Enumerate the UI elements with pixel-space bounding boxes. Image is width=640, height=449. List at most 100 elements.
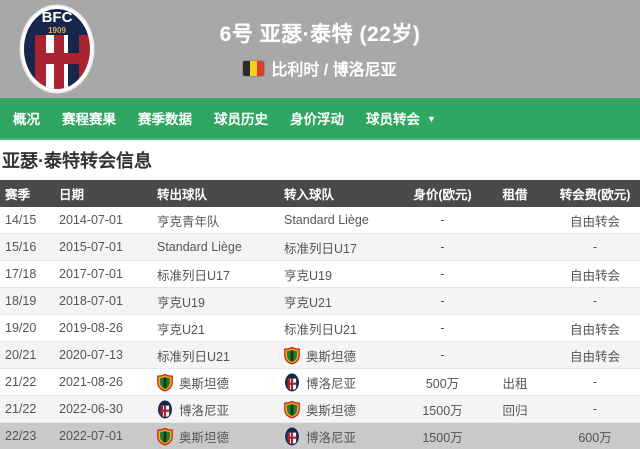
date-cell: 2022-07-01 bbox=[54, 423, 148, 449]
fee-cell: 自由转会 bbox=[550, 261, 640, 288]
nav-item-4[interactable]: 身价浮动 bbox=[279, 98, 355, 138]
team-out-cell[interactable]: 亨克U21 bbox=[148, 315, 275, 342]
team-cell: 博洛尼亚 bbox=[284, 369, 405, 395]
oostende-crest-icon bbox=[284, 346, 300, 365]
team-in-cell[interactable]: 标准列日U17 bbox=[275, 234, 405, 261]
market-value-cell: - bbox=[405, 207, 480, 234]
season-cell: 22/23 bbox=[0, 423, 54, 449]
team-in-cell[interactable]: Standard Liège bbox=[275, 207, 405, 234]
nav-item-0[interactable]: 概况 bbox=[2, 98, 51, 138]
team-cell: 标准列日U17 bbox=[284, 234, 405, 260]
fee-cell: 自由转会 bbox=[550, 315, 640, 342]
season-cell: 21/22 bbox=[0, 396, 54, 423]
team-name: 亨克U19 bbox=[284, 265, 332, 284]
team-name: 奥斯坦德 bbox=[179, 427, 229, 446]
team-name: 亨克青年队 bbox=[157, 211, 220, 230]
team-out-cell[interactable]: 奥斯坦德 bbox=[148, 423, 275, 449]
team-in-cell[interactable]: 奥斯坦德 bbox=[275, 342, 405, 369]
date-cell: 2021-08-26 bbox=[54, 369, 148, 396]
team-out-cell[interactable]: 亨克青年队 bbox=[148, 207, 275, 234]
column-header-1: 日期 bbox=[54, 180, 148, 207]
team-cell: 亨克青年队 bbox=[157, 207, 275, 233]
bologna-crest-icon bbox=[284, 427, 300, 446]
team-cell: 博洛尼亚 bbox=[157, 396, 275, 422]
team-out-cell[interactable]: 亨克U19 bbox=[148, 288, 275, 315]
team-cell: 标准列日U21 bbox=[284, 315, 405, 341]
team-in-cell[interactable]: 奥斯坦德 bbox=[275, 396, 405, 423]
team-cell: Standard Liège bbox=[157, 234, 275, 260]
player-title: 6号 亚瑟·泰特 (22岁) bbox=[220, 18, 421, 48]
nav-item-1[interactable]: 赛程赛果 bbox=[51, 98, 127, 138]
loan-cell bbox=[480, 423, 550, 449]
season-cell: 20/21 bbox=[0, 342, 54, 369]
nav-item-label: 身价浮动 bbox=[290, 108, 344, 128]
team-in-cell[interactable]: 亨克U19 bbox=[275, 261, 405, 288]
team-out-cell[interactable]: 标准列日U21 bbox=[148, 342, 275, 369]
team-name: 标准列日U17 bbox=[157, 265, 230, 284]
team-cell: 奥斯坦德 bbox=[157, 423, 275, 449]
team-in-cell[interactable]: 亨克U21 bbox=[275, 288, 405, 315]
loan-cell bbox=[480, 342, 550, 369]
fee-cell: - bbox=[550, 369, 640, 396]
team-name: 奥斯坦德 bbox=[306, 400, 356, 419]
market-value-cell: 1500万 bbox=[405, 423, 480, 449]
team-out-cell[interactable]: 奥斯坦德 bbox=[148, 369, 275, 396]
team-name: 标准列日U21 bbox=[284, 319, 357, 338]
team-in-cell[interactable]: 博洛尼亚 bbox=[275, 423, 405, 449]
team-name: 奥斯坦德 bbox=[179, 373, 229, 392]
fee-cell: - bbox=[550, 234, 640, 261]
nav-item-2[interactable]: 赛季数据 bbox=[127, 98, 203, 138]
section-title: 亚瑟·泰特转会信息 bbox=[0, 140, 640, 180]
team-name: 标准列日U21 bbox=[157, 346, 230, 365]
player-header-text: 6号 亚瑟·泰特 (22岁) 比利时 / 博洛尼亚 bbox=[0, 0, 640, 98]
date-cell: 2020-07-13 bbox=[54, 342, 148, 369]
team-cell: 标准列日U17 bbox=[157, 261, 275, 287]
nav-item-3[interactable]: 球员历史 bbox=[203, 98, 279, 138]
column-header-0: 赛季 bbox=[0, 180, 54, 207]
market-value-cell: - bbox=[405, 261, 480, 288]
team-cell: 亨克U19 bbox=[157, 288, 275, 314]
loan-cell: 出租 bbox=[480, 369, 550, 396]
market-value-cell: - bbox=[405, 342, 480, 369]
team-out-cell[interactable]: 标准列日U17 bbox=[148, 261, 275, 288]
loan-cell bbox=[480, 261, 550, 288]
market-value-cell: - bbox=[405, 234, 480, 261]
loan-cell bbox=[480, 207, 550, 234]
team-out-cell[interactable]: 博洛尼亚 bbox=[148, 396, 275, 423]
date-cell: 2022-06-30 bbox=[54, 396, 148, 423]
season-cell: 18/19 bbox=[0, 288, 54, 315]
team-in-cell[interactable]: 标准列日U21 bbox=[275, 315, 405, 342]
nav-item-5[interactable]: 球员转会 ▼ bbox=[355, 98, 447, 138]
market-value-cell: - bbox=[405, 315, 480, 342]
team-cell: 亨克U21 bbox=[284, 288, 405, 314]
main-nav: 概况 赛程赛果赛季数据球员历史身价浮动 球员转会 ▼ bbox=[0, 98, 640, 140]
column-header-5: 租借 bbox=[480, 180, 550, 207]
team-out-cell[interactable]: Standard Liège bbox=[148, 234, 275, 261]
market-value-cell: 500万 bbox=[405, 369, 480, 396]
fee-cell: 自由转会 bbox=[550, 207, 640, 234]
belgium-flag-icon bbox=[243, 61, 264, 76]
bologna-crest-icon bbox=[284, 373, 300, 392]
nav-item-label: 球员转会 bbox=[366, 108, 420, 128]
market-value-cell: 1500万 bbox=[405, 396, 480, 423]
column-header-4: 身价(欧元) bbox=[405, 180, 480, 207]
player-header: BFC 1909 6号 亚瑟·泰特 (22岁) 比利时 / 博洛尼亚 bbox=[0, 0, 640, 98]
caret-down-icon[interactable]: ▼ bbox=[427, 114, 436, 124]
player-subtitle: 比利时 / 博洛尼亚 bbox=[243, 56, 396, 80]
nav-item-label: 赛程赛果 bbox=[62, 108, 116, 128]
team-cell: 亨克U19 bbox=[284, 261, 405, 287]
team-name: 博洛尼亚 bbox=[179, 400, 229, 419]
fee-cell: 600万 bbox=[550, 423, 640, 449]
nav-item-label: 概况 bbox=[13, 108, 40, 128]
fee-cell: 自由转会 bbox=[550, 342, 640, 369]
team-in-cell[interactable]: 博洛尼亚 bbox=[275, 369, 405, 396]
loan-cell bbox=[480, 288, 550, 315]
team-name: 亨克U19 bbox=[157, 292, 205, 311]
